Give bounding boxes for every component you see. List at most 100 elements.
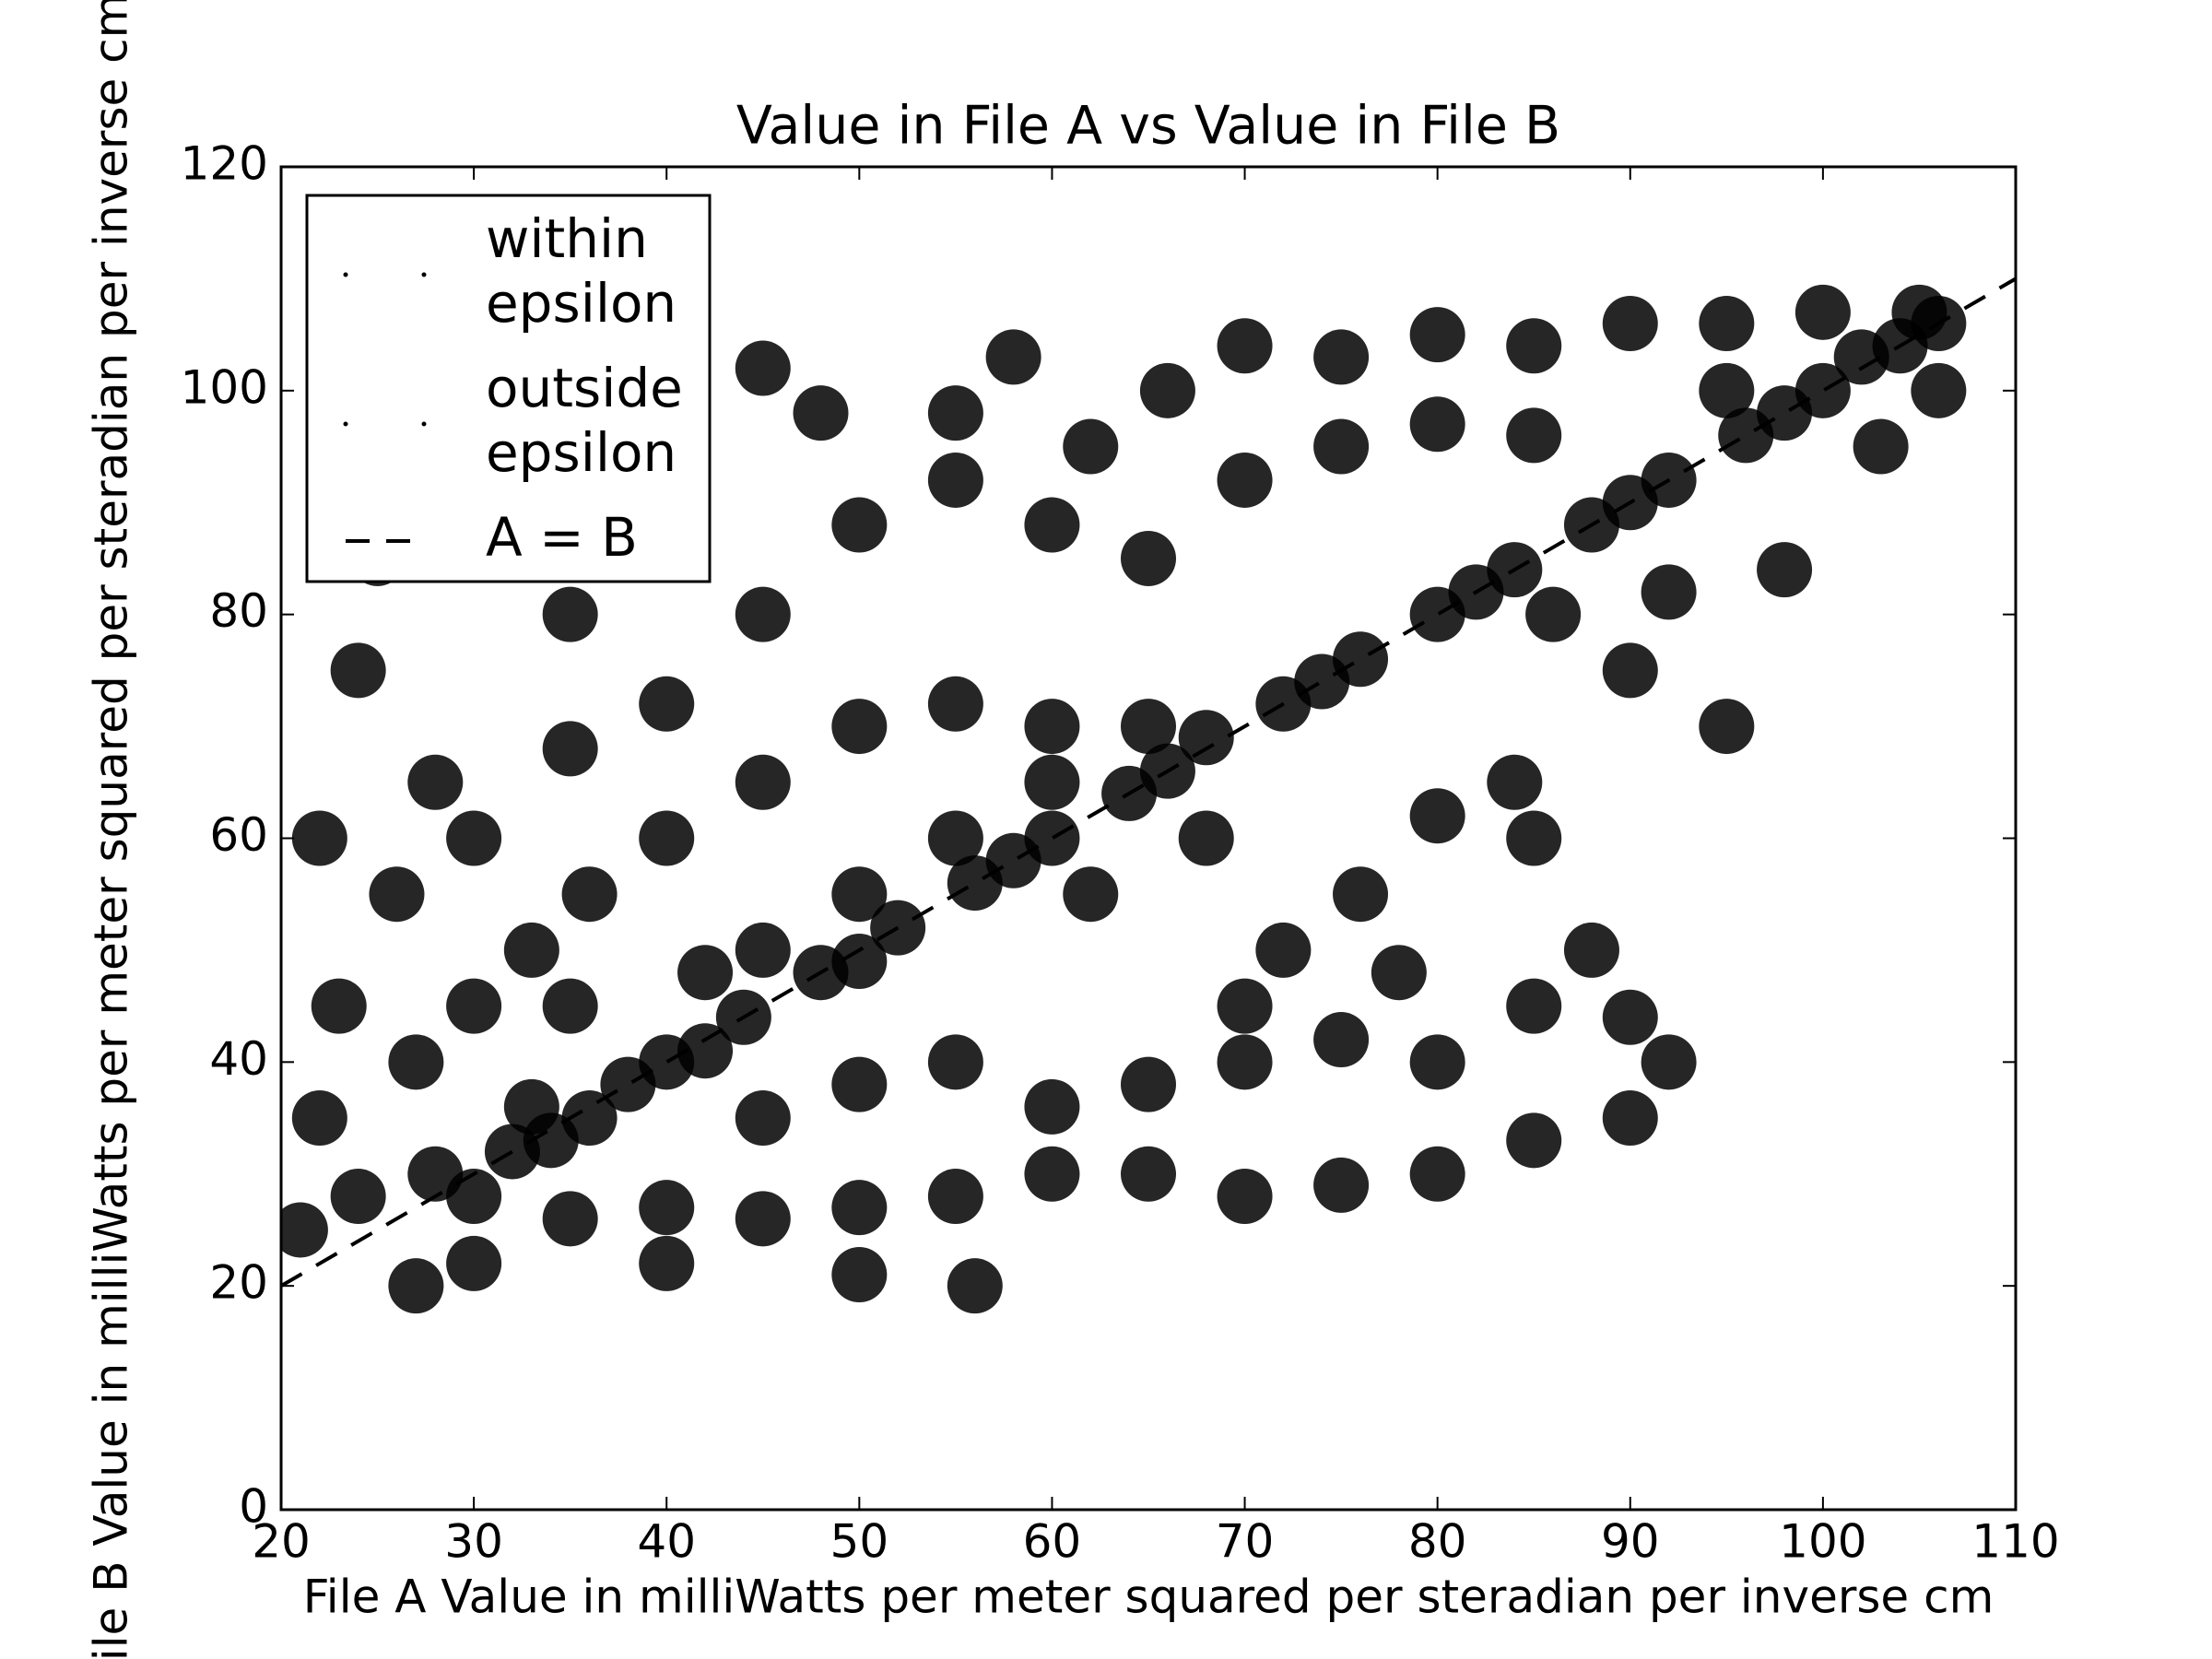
data-point: [542, 586, 598, 642]
reference-line: [281, 276, 2016, 1288]
data-point: [1121, 530, 1176, 586]
data-point: [1139, 362, 1195, 418]
data-point: [1178, 810, 1234, 866]
legend-label: outside epsilon: [486, 357, 683, 484]
y-tick-label: 20: [209, 1256, 268, 1310]
data-point: [735, 340, 791, 396]
data-point: [927, 385, 983, 441]
data-point: [1217, 978, 1273, 1034]
y-tick-label: 100: [181, 360, 268, 414]
data-point: [503, 1078, 559, 1135]
data-point: [1217, 318, 1273, 374]
x-tick-label: 100: [1779, 1515, 1866, 1569]
data-point: [330, 642, 386, 699]
data-point: [677, 1023, 734, 1079]
data-point: [1409, 307, 1465, 363]
data-point: [1891, 284, 1947, 340]
y-tick-label: 60: [209, 808, 268, 862]
legend-swatch: [343, 421, 348, 427]
data-point: [927, 1034, 983, 1090]
x-tick-label: 90: [1601, 1515, 1660, 1569]
data-point: [446, 810, 502, 866]
data-point: [1121, 1146, 1176, 1202]
data-point: [291, 810, 347, 866]
x-tick-label: 60: [1023, 1515, 1082, 1569]
y-axis-label: File B Value in milliWatts per meter squ…: [85, 0, 138, 1659]
data-point: [1506, 810, 1562, 866]
data-point: [1024, 699, 1080, 755]
data-point: [369, 866, 425, 923]
data-point: [1178, 710, 1234, 766]
y-tick-label: 80: [209, 584, 268, 638]
data-point: [561, 866, 618, 923]
data-point: [735, 586, 791, 642]
x-axis-label: File A Value in milliWatts per meter squ…: [303, 1571, 1994, 1624]
data-point: [291, 1090, 347, 1147]
data-point: [446, 978, 502, 1034]
legend-swatch: [421, 272, 427, 277]
data-point: [1333, 866, 1389, 923]
data-point: [927, 452, 983, 508]
y-tick-label: 120: [181, 137, 268, 191]
data-point: [1409, 788, 1465, 844]
data-point: [1602, 295, 1658, 351]
data-point: [735, 754, 791, 810]
data-point: [735, 922, 791, 978]
data-point: [503, 922, 559, 978]
data-point: [1409, 1034, 1465, 1090]
data-point: [1313, 329, 1370, 385]
y-tick-label: 40: [209, 1032, 268, 1086]
data-point: [1699, 362, 1755, 418]
data-point: [1602, 989, 1658, 1045]
data-point: [1911, 362, 1967, 418]
data-point: [793, 385, 849, 441]
data-point: [1506, 978, 1562, 1034]
data-point: [831, 934, 888, 990]
data-point: [600, 1056, 656, 1112]
data-point: [1024, 1078, 1080, 1135]
data-point: [1699, 295, 1755, 351]
data-point: [1602, 1090, 1658, 1147]
x-tick-label: 50: [830, 1515, 889, 1569]
data-point: [1409, 396, 1465, 453]
data-point: [831, 1180, 888, 1236]
data-point: [735, 1090, 791, 1147]
data-point: [735, 1191, 791, 1247]
legend-label: within epsilon: [486, 207, 677, 335]
data-point: [639, 1180, 695, 1236]
data-point: [1313, 1012, 1370, 1068]
data-point: [1563, 922, 1619, 978]
data-point: [1641, 564, 1697, 620]
data-point: [985, 832, 1041, 888]
data-point: [446, 1235, 502, 1291]
data-point: [1506, 1112, 1562, 1169]
data-point: [446, 1169, 502, 1225]
data-point: [1313, 1157, 1370, 1213]
data-point: [639, 1235, 695, 1291]
x-tick-label: 80: [1408, 1515, 1467, 1569]
y-tick-label: 0: [239, 1480, 268, 1534]
data-point: [388, 1258, 444, 1314]
data-point: [542, 978, 598, 1034]
data-point: [927, 1169, 983, 1225]
data-point: [407, 754, 464, 810]
data-point: [1024, 1146, 1080, 1202]
x-tick-label: 110: [1971, 1515, 2059, 1569]
legend-frame: [305, 194, 712, 583]
data-point: [831, 1056, 888, 1112]
data-point: [1371, 945, 1427, 1001]
chart-title: Value in File A vs Value in File B: [736, 96, 1560, 157]
data-point: [985, 329, 1041, 385]
data-point: [1506, 318, 1562, 374]
data-point: [330, 1169, 386, 1225]
legend-swatch: [421, 421, 427, 427]
x-tick-label: 20: [252, 1515, 311, 1569]
data-point: [831, 497, 888, 553]
data-point: [1063, 866, 1119, 923]
data-point: [927, 676, 983, 732]
data-point: [1294, 653, 1350, 710]
data-point: [639, 676, 695, 732]
data-point: [1853, 418, 1909, 475]
legend: within epsilon outside epsilon A = B: [305, 194, 712, 583]
data-point: [831, 866, 888, 923]
